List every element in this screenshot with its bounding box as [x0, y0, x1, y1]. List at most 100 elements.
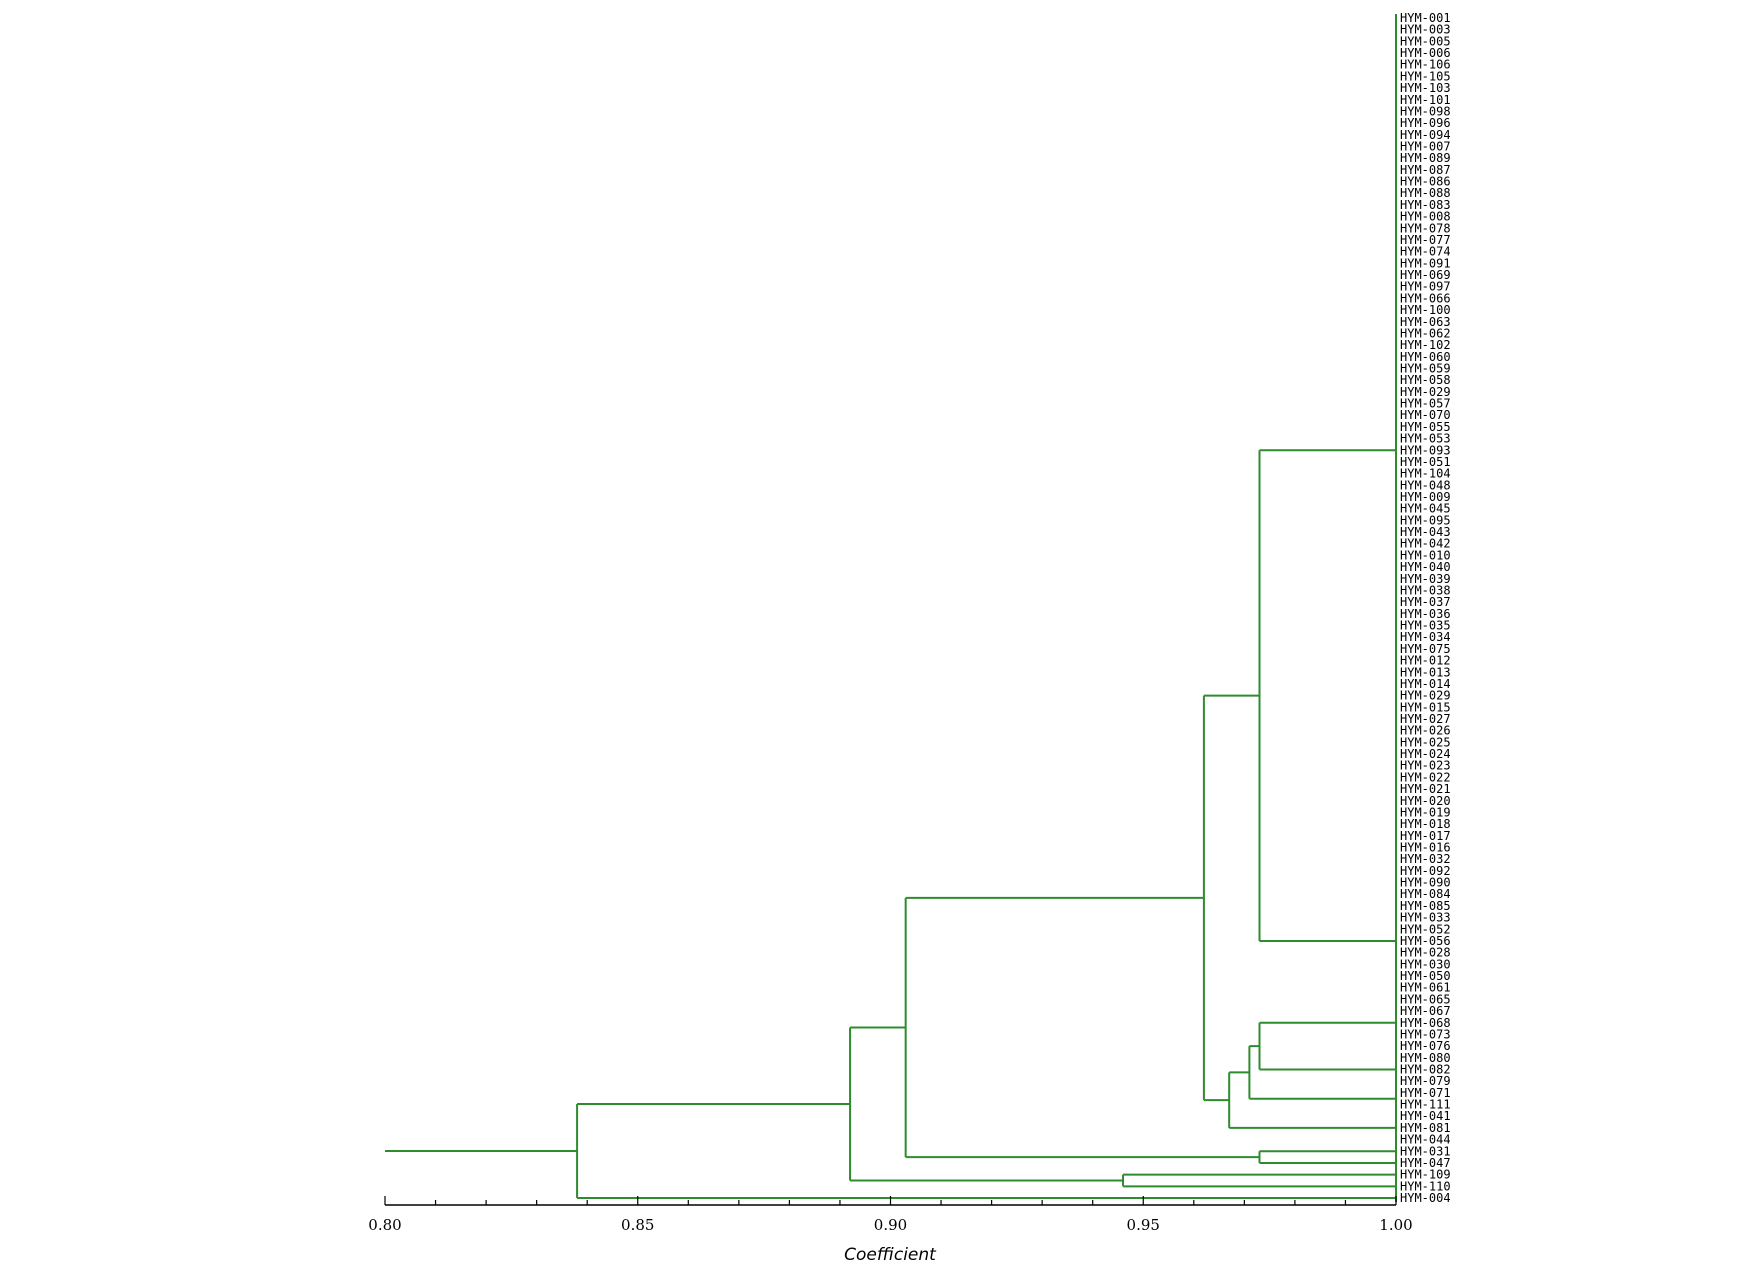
leaf-label: HYM-095 [1400, 513, 1451, 527]
leaf-label: HYM-024 [1400, 747, 1451, 761]
leaf-label: HYM-037 [1400, 595, 1451, 609]
leaf-label: HYM-086 [1400, 175, 1451, 189]
leaf-label: HYM-103 [1400, 81, 1451, 95]
leaf-label: HYM-008 [1400, 210, 1451, 224]
leaf-label: HYM-010 [1400, 548, 1451, 562]
leaf-label: HYM-109 [1400, 1168, 1451, 1182]
leaf-label: HYM-029 [1400, 385, 1451, 399]
leaf-label: HYM-068 [1400, 1016, 1451, 1030]
leaf-label: HYM-034 [1400, 630, 1451, 644]
leaf-label: HYM-015 [1400, 700, 1451, 714]
leaf-label: HYM-044 [1400, 1133, 1451, 1147]
leaf-label: HYM-097 [1400, 280, 1451, 294]
leaf-label: HYM-019 [1400, 805, 1451, 819]
leaf-label: HYM-083 [1400, 198, 1451, 212]
leaf-label: HYM-060 [1400, 350, 1451, 364]
leaf-label: HYM-051 [1400, 455, 1451, 469]
leaf-label: HYM-052 [1400, 922, 1451, 936]
leaf-label: HYM-082 [1400, 1062, 1451, 1076]
leaf-label: HYM-104 [1400, 467, 1451, 481]
leaf-label: HYM-022 [1400, 770, 1451, 784]
leaf-label: HYM-084 [1400, 887, 1451, 901]
leaf-label: HYM-012 [1400, 654, 1451, 668]
leaf-label: HYM-025 [1400, 735, 1451, 749]
leaf-label: HYM-111 [1400, 1098, 1451, 1112]
leaf-label: HYM-074 [1400, 245, 1451, 259]
leaf-label: HYM-004 [1400, 1191, 1451, 1205]
leaf-label: HYM-102 [1400, 338, 1451, 352]
leaf-label: HYM-017 [1400, 829, 1451, 843]
leaf-label: HYM-105 [1400, 69, 1451, 83]
leaf-label: HYM-093 [1400, 443, 1451, 457]
leaf-label: HYM-036 [1400, 607, 1451, 621]
leaf-labels: HYM-001HYM-003HYM-005HYM-006HYM-106HYM-1… [1400, 11, 1451, 1205]
leaf-label: HYM-023 [1400, 759, 1451, 773]
leaf-label: HYM-071 [1400, 1086, 1451, 1100]
leaf-label: HYM-048 [1400, 478, 1451, 492]
leaf-label: HYM-043 [1400, 525, 1451, 539]
leaf-label: HYM-081 [1400, 1121, 1451, 1135]
dendrogram-branches [385, 14, 1397, 1202]
x-tick-label: 0.90 [874, 1216, 907, 1234]
leaf-label: HYM-021 [1400, 782, 1451, 796]
leaf-label: HYM-006 [1400, 46, 1451, 60]
leaf-label: HYM-098 [1400, 104, 1451, 118]
leaf-label: HYM-056 [1400, 934, 1451, 948]
leaf-label: HYM-061 [1400, 981, 1451, 995]
leaf-label: HYM-094 [1400, 128, 1451, 142]
leaf-label: HYM-038 [1400, 583, 1451, 597]
leaf-label: HYM-033 [1400, 911, 1451, 925]
leaf-label: HYM-080 [1400, 1051, 1451, 1065]
leaf-label: HYM-018 [1400, 817, 1451, 831]
leaf-label: HYM-009 [1400, 490, 1451, 504]
leaf-label: HYM-090 [1400, 876, 1451, 890]
leaf-label: HYM-065 [1400, 992, 1451, 1006]
x-tick-label: 0.85 [621, 1216, 654, 1234]
leaf-label: HYM-035 [1400, 619, 1451, 633]
leaf-label: HYM-070 [1400, 408, 1451, 422]
leaf-label: HYM-062 [1400, 326, 1451, 340]
leaf-label: HYM-045 [1400, 502, 1451, 516]
leaf-label: HYM-076 [1400, 1039, 1451, 1053]
leaf-label: HYM-073 [1400, 1027, 1451, 1041]
leaf-label: HYM-032 [1400, 852, 1451, 866]
x-axis-title: Coefficient [844, 1245, 937, 1265]
leaf-label: HYM-050 [1400, 969, 1451, 983]
leaf-label: HYM-066 [1400, 291, 1451, 305]
leaf-label: HYM-078 [1400, 221, 1451, 235]
leaf-label: HYM-077 [1400, 233, 1451, 247]
leaf-label: HYM-088 [1400, 186, 1451, 200]
leaf-label: HYM-005 [1400, 34, 1451, 48]
leaf-label: HYM-013 [1400, 665, 1451, 679]
leaf-label: HYM-110 [1400, 1179, 1451, 1193]
leaf-label: HYM-053 [1400, 432, 1451, 446]
leaf-label: HYM-069 [1400, 268, 1451, 282]
leaf-label: HYM-016 [1400, 841, 1451, 855]
leaf-label: HYM-029 [1400, 689, 1451, 703]
leaf-label: HYM-092 [1400, 864, 1451, 878]
leaf-label: HYM-040 [1400, 560, 1451, 574]
leaf-label: HYM-057 [1400, 397, 1451, 411]
leaf-label: HYM-042 [1400, 537, 1451, 551]
leaf-label: HYM-030 [1400, 957, 1451, 971]
leaf-label: HYM-079 [1400, 1074, 1451, 1088]
leaf-label: HYM-047 [1400, 1156, 1451, 1170]
leaf-label: HYM-101 [1400, 93, 1451, 107]
leaf-label: HYM-001 [1400, 11, 1451, 25]
leaf-label: HYM-059 [1400, 361, 1451, 375]
leaf-label: HYM-020 [1400, 794, 1451, 808]
leaf-label: HYM-058 [1400, 373, 1451, 387]
leaf-label: HYM-100 [1400, 303, 1451, 317]
leaf-label: HYM-028 [1400, 946, 1451, 960]
leaf-label: HYM-014 [1400, 677, 1451, 691]
leaf-label: HYM-091 [1400, 256, 1451, 270]
leaf-label: HYM-067 [1400, 1004, 1451, 1018]
x-tick-label: 0.80 [368, 1216, 401, 1234]
x-tick-label: 1.00 [1379, 1216, 1412, 1234]
leaf-label: HYM-041 [1400, 1109, 1451, 1123]
leaf-label: HYM-026 [1400, 724, 1451, 738]
leaf-label: HYM-063 [1400, 315, 1451, 329]
leaf-label: HYM-089 [1400, 151, 1451, 165]
leaf-label: HYM-003 [1400, 23, 1451, 37]
